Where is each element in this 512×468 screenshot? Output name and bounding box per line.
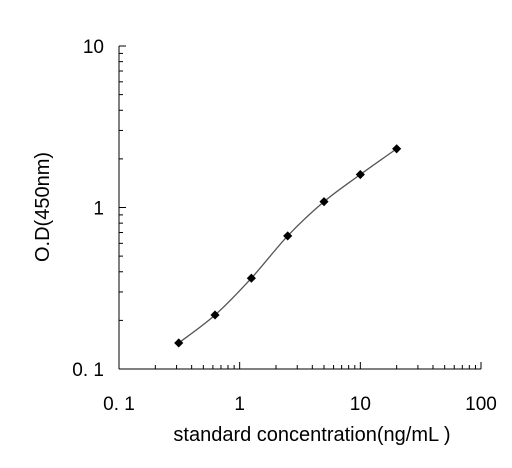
- x-tick-label: 0. 1: [103, 394, 135, 415]
- axes: [118, 45, 482, 370]
- data-point: [210, 310, 220, 320]
- tick-labels: 0. 1 1 10 100 0. 1 1 10: [72, 37, 497, 415]
- x-tick-label: 10: [350, 394, 371, 415]
- x-tick-label: 100: [465, 394, 497, 415]
- data-point: [283, 231, 293, 241]
- data-point: [319, 197, 329, 207]
- data-point: [392, 144, 402, 154]
- data-point: [174, 338, 184, 348]
- data-point: [246, 273, 256, 283]
- y-tick-label: 1: [93, 199, 104, 220]
- y-axis-title: O.D(450nm): [32, 152, 54, 262]
- x-axis-title: standard concentration(ng/mL ): [173, 424, 450, 446]
- data-point: [355, 169, 365, 180]
- x-tick-label: 1: [234, 394, 245, 415]
- y-tick-label: 10: [83, 37, 104, 58]
- data-points: [174, 144, 402, 348]
- standard-curve-line: [178, 148, 398, 344]
- y-tick-label: 0. 1: [72, 360, 104, 381]
